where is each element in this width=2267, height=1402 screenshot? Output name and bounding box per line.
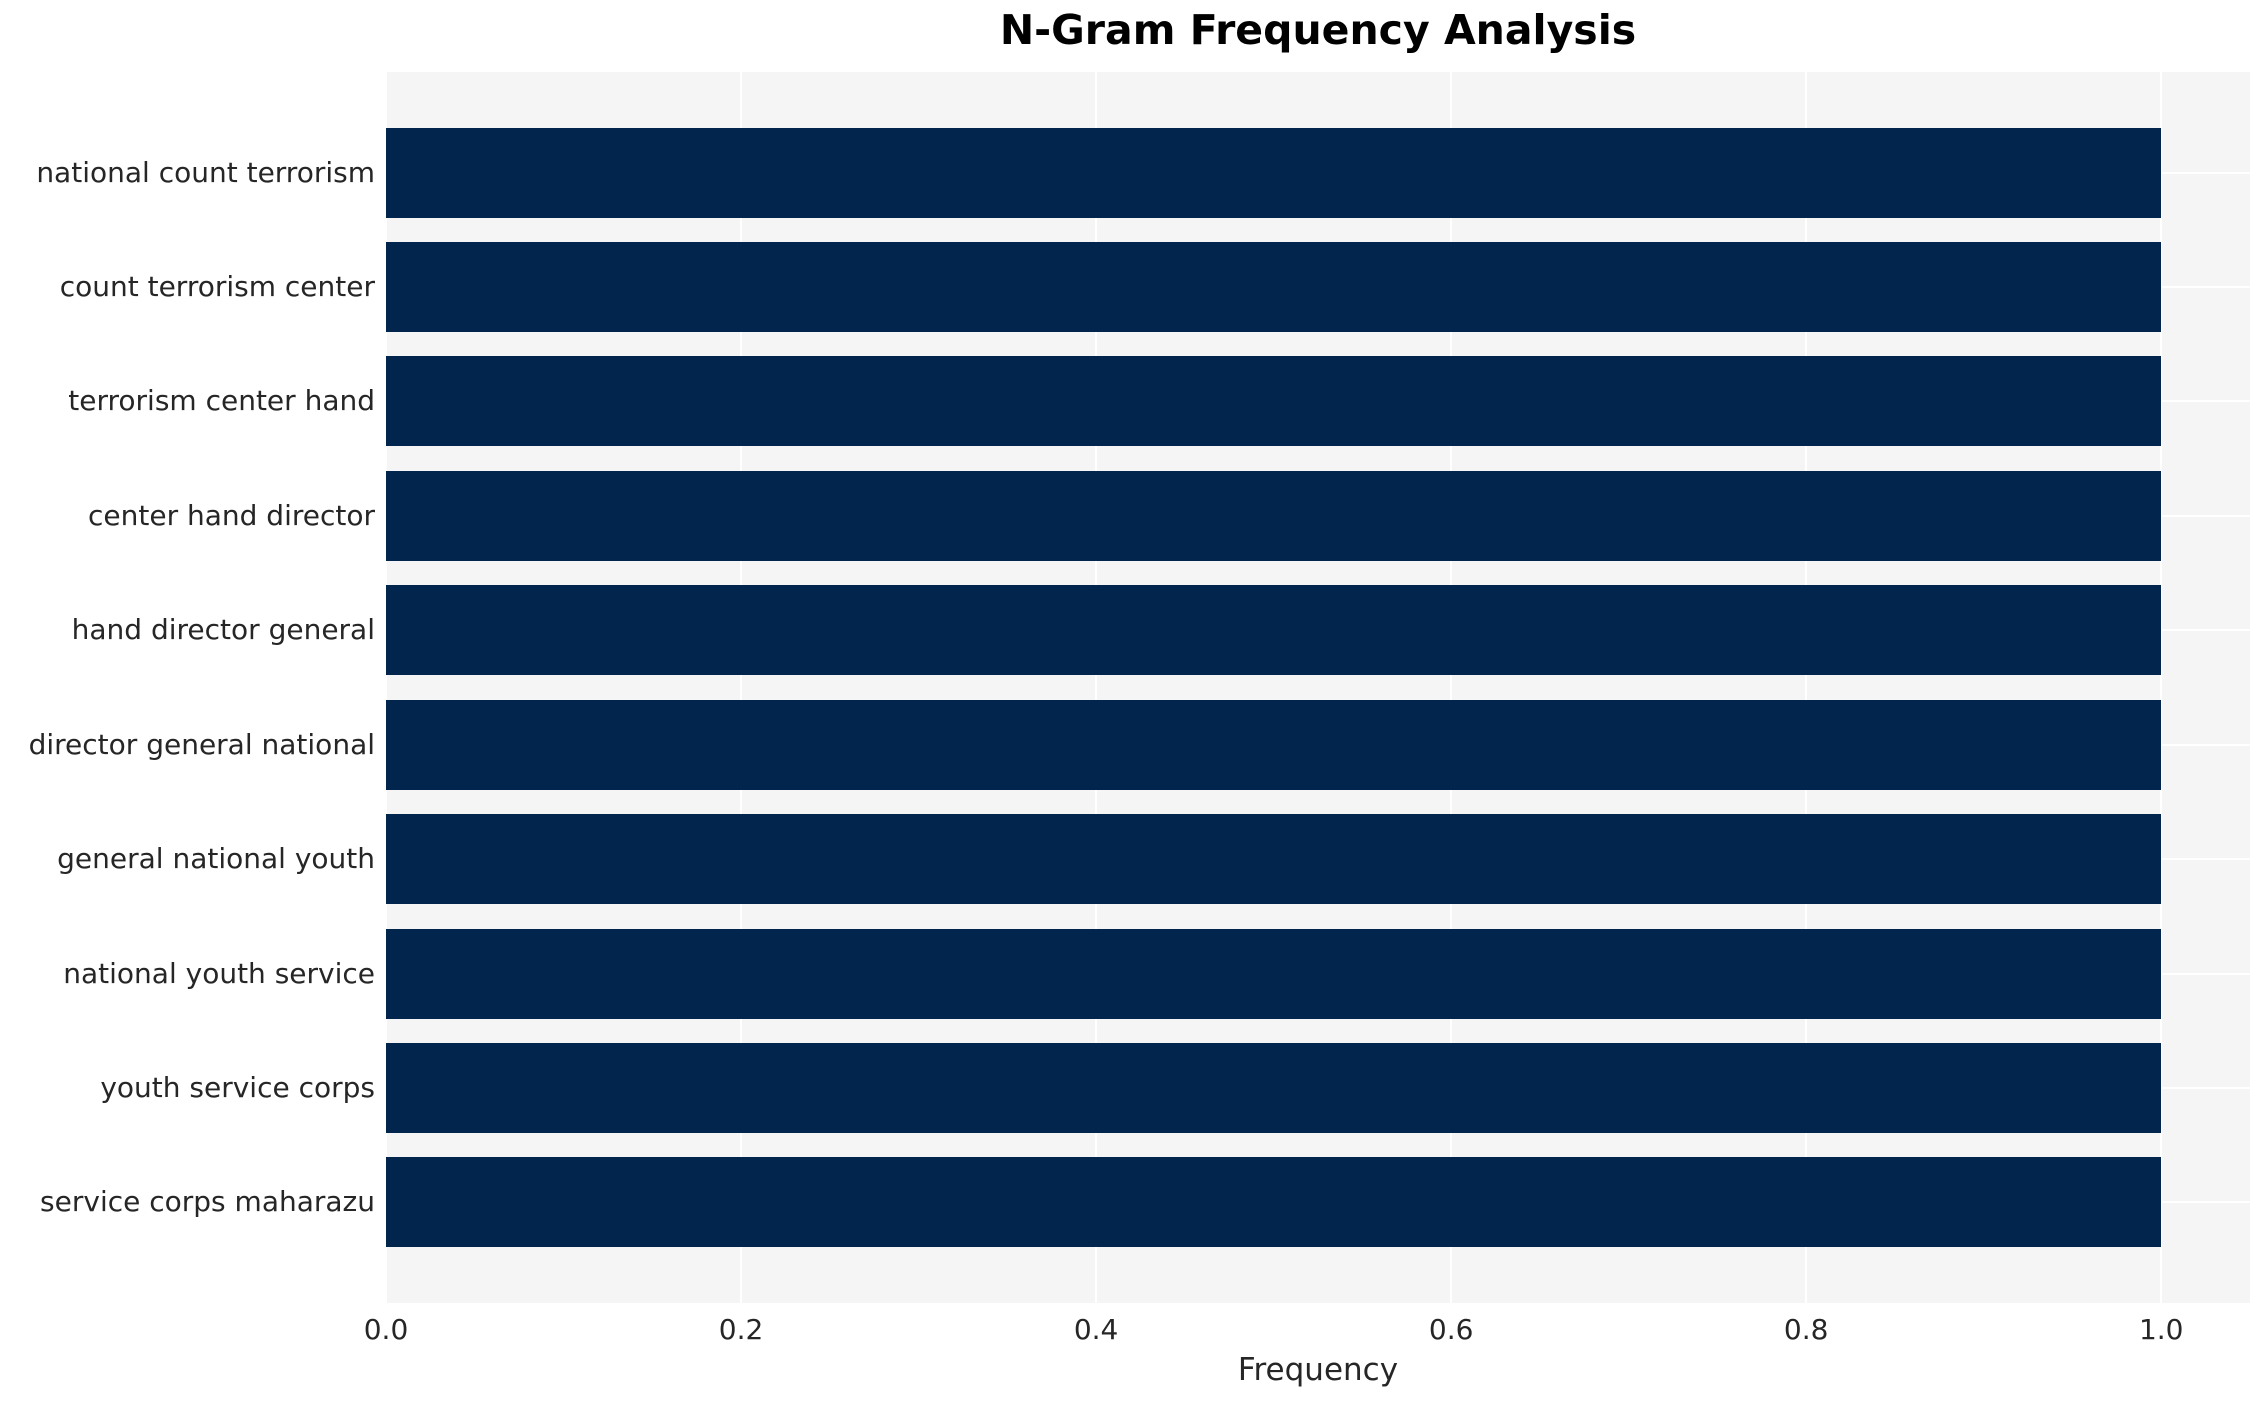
bar: [386, 699, 2162, 790]
x-axis-label: Frequency: [1237, 1352, 1399, 1388]
bar: [386, 356, 2162, 447]
x-tick-label: 1.0: [2138, 1313, 2184, 1346]
y-tick-label: service corps maharazu: [40, 1185, 375, 1219]
y-tick-label: general national youth: [57, 842, 375, 876]
y-tick-label: national count terrorism: [36, 155, 375, 189]
y-tick-label: director general national: [28, 727, 375, 761]
plot-area: [385, 72, 2250, 1303]
y-tick-label: youth service corps: [100, 1071, 375, 1105]
bar: [386, 1157, 2162, 1248]
y-tick-label: terrorism center hand: [68, 384, 375, 418]
vertical-gridline: [740, 72, 743, 1303]
x-tick-label: 0.4: [1073, 1313, 1119, 1346]
y-tick-label: national youth service: [63, 956, 375, 990]
vertical-gridline: [2160, 72, 2163, 1303]
bar: [386, 1043, 2162, 1134]
y-tick-label: hand director general: [71, 613, 375, 647]
x-tick-label: 0.0: [363, 1313, 409, 1346]
y-tick-label: count terrorism center: [59, 269, 375, 303]
bar: [386, 814, 2162, 905]
vertical-gridline: [1805, 72, 1808, 1303]
bar: [386, 585, 2162, 676]
vertical-gridline: [385, 72, 387, 1303]
vertical-gridline: [1095, 72, 1098, 1303]
vertical-gridline: [1450, 72, 1453, 1303]
bar: [386, 470, 2162, 561]
x-tick-label: 0.2: [718, 1313, 764, 1346]
x-tick-label: 0.6: [1428, 1313, 1474, 1346]
chart-title: N-Gram Frequency Analysis: [999, 6, 1637, 54]
y-tick-label: center hand director: [88, 498, 375, 532]
bar: [386, 127, 2162, 218]
bar: [386, 241, 2162, 332]
bar: [386, 928, 2162, 1019]
x-tick-label: 0.8: [1783, 1313, 1829, 1346]
